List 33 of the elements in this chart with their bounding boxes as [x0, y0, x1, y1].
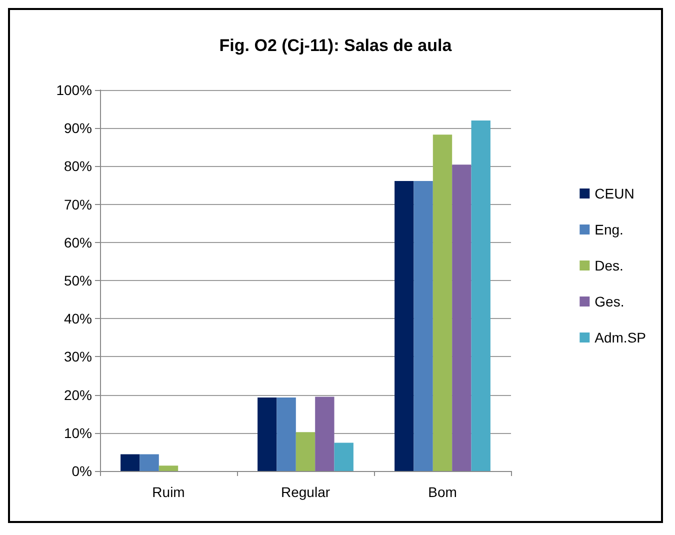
bar [471, 120, 490, 471]
y-tick-label: 20% [64, 386, 92, 403]
chart-title: Fig. O2 (Cj-11): Salas de aula [219, 36, 452, 55]
y-tick-label: 10% [64, 424, 92, 441]
y-tick-label: 40% [64, 310, 92, 327]
legend-label: CEUN [594, 186, 634, 202]
bar [296, 432, 316, 471]
bar [414, 181, 433, 471]
bar [140, 454, 159, 471]
legend-label: Eng. [594, 222, 624, 238]
bar [276, 397, 296, 471]
x-tick-label: Ruim [152, 484, 185, 500]
bar [258, 397, 277, 471]
bar [432, 134, 452, 471]
y-tick-label: 70% [64, 196, 92, 212]
y-tick-label: 60% [64, 234, 92, 250]
bar [120, 454, 140, 471]
bar [334, 442, 354, 471]
y-tick-label: 80% [64, 158, 92, 174]
bar [315, 396, 334, 471]
legend-label: Ges. [594, 294, 624, 310]
bar [394, 181, 414, 471]
legend-label: Des. [594, 258, 624, 274]
x-tick-label: Bom [428, 484, 457, 500]
y-tick-label: 50% [64, 272, 92, 288]
y-tick-label: 100% [56, 82, 92, 98]
x-tick-label: Regular [280, 484, 330, 500]
legend-label: Adm.SP [594, 330, 646, 346]
y-tick-label: 30% [64, 348, 92, 365]
y-tick-label: 90% [64, 120, 92, 136]
bar [158, 466, 178, 471]
y-tick-label: 0% [72, 463, 92, 479]
bar [452, 164, 472, 471]
